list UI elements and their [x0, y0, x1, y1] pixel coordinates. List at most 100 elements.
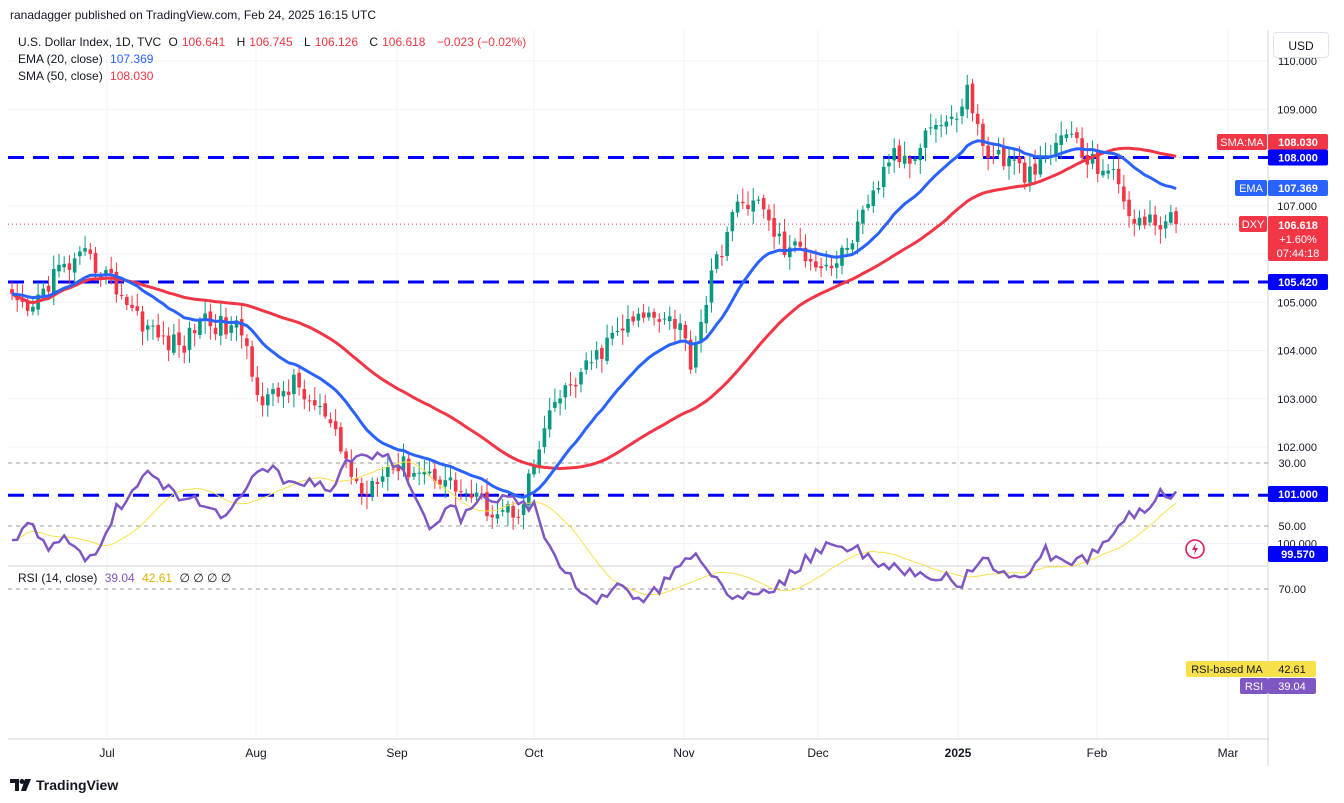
- ema-legend[interactable]: EMA (20, close) 107.369: [18, 52, 157, 66]
- candle-body: [824, 264, 829, 267]
- candle-body: [725, 231, 729, 257]
- candle-body: [960, 106, 964, 117]
- sma-legend[interactable]: SMA (50, close) 108.030: [18, 69, 157, 83]
- candle-body: [62, 263, 66, 268]
- candle-body: [297, 372, 301, 388]
- candle-body: [918, 147, 923, 161]
- candle-body: [767, 209, 771, 221]
- candle-body: [396, 466, 401, 472]
- candle-body: [1054, 142, 1058, 158]
- candle-body: [908, 158, 912, 164]
- candle-body: [328, 419, 333, 424]
- lightning-icon[interactable]: [1185, 539, 1205, 559]
- sma-value: 108.030: [110, 69, 154, 83]
- candle-body: [433, 468, 437, 482]
- candle-body: [318, 406, 322, 408]
- candle-body: [10, 289, 14, 294]
- candle-body: [1069, 133, 1074, 135]
- candle-body: [114, 271, 119, 295]
- candle-body: [1122, 186, 1126, 202]
- rsi-legend[interactable]: RSI (14, close) 39.04 42.61 ∅ ∅ ∅ ∅: [18, 571, 235, 585]
- low-price-tag: 99.570: [1281, 549, 1315, 561]
- rsi-ma-tag-label: RSI-based MA: [1191, 664, 1263, 676]
- time-axis: Jul Aug Sep Oct Nov Dec 2025 Feb Mar: [99, 746, 1238, 760]
- candle-body: [1106, 170, 1110, 174]
- ohlc-high: H 106.745: [236, 35, 293, 49]
- gridlines: [8, 30, 1268, 739]
- symbol-name[interactable]: U.S. Dollar Index, 1D, TVC: [18, 35, 162, 49]
- candle-body: [312, 400, 317, 406]
- ohlc-close: C 106.618: [369, 35, 426, 49]
- candle-body: [192, 330, 197, 334]
- time-tick-label: Jul: [99, 746, 114, 760]
- candle-body: [939, 125, 943, 127]
- candle-body: [579, 372, 583, 385]
- candle-body: [286, 391, 291, 395]
- level-108-tag-bg: [1268, 149, 1328, 166]
- ema-value: 107.369: [110, 52, 154, 66]
- level-105-tag-bg: [1268, 274, 1328, 290]
- candle-body: [803, 247, 808, 262]
- symbol-legend: U.S. Dollar Index, 1D, TVC O 106.641 H 106…: [18, 35, 530, 49]
- candle-body: [104, 269, 108, 275]
- candle-body: [88, 249, 93, 254]
- candle-body: [156, 324, 160, 338]
- candle-body: [1022, 162, 1027, 183]
- candle-body: [600, 348, 604, 359]
- candle-body: [542, 428, 547, 448]
- candle-body: [704, 304, 709, 324]
- candle-body: [67, 263, 72, 270]
- candle-body: [714, 254, 719, 269]
- low-price-tag-bg: [1268, 546, 1328, 562]
- tradingview-brand[interactable]: TradingView: [10, 777, 118, 793]
- candle-body: [203, 313, 207, 320]
- candle-body: [594, 350, 599, 360]
- rsi-ma-tag-label-bg: [1186, 661, 1268, 677]
- candle-body: [1038, 158, 1043, 175]
- candle-body: [234, 320, 239, 328]
- candle-body: [276, 387, 281, 397]
- candle-body: [746, 204, 750, 210]
- rsi-tag-label: RSI: [1245, 681, 1263, 693]
- candle-body: [928, 127, 933, 129]
- candle-body: [1002, 147, 1006, 167]
- candle-body: [975, 113, 980, 125]
- rsi-ma-line: [11, 461, 1177, 596]
- candle-body: [370, 480, 374, 496]
- currency-button[interactable]: USD: [1273, 32, 1329, 58]
- candle-body: [615, 330, 620, 332]
- candle-body: [814, 261, 818, 268]
- level-101-tag: 101.000: [1278, 489, 1318, 501]
- candle-body: [219, 315, 223, 336]
- candle-body: [1090, 153, 1095, 164]
- candle-body: [78, 251, 82, 257]
- candle-body: [568, 384, 573, 386]
- candle-body: [652, 311, 656, 318]
- candle-body: [787, 247, 792, 258]
- candle-body: [683, 324, 688, 339]
- time-tick-label: Aug: [245, 746, 266, 760]
- candle-body: [495, 514, 500, 519]
- candle-body: [271, 389, 275, 395]
- candle-body: [1111, 169, 1116, 171]
- candle-body: [730, 212, 735, 232]
- candle-body: [923, 130, 928, 148]
- candle-body: [422, 471, 427, 475]
- candle-body: [709, 270, 714, 303]
- candle-body: [1137, 217, 1142, 226]
- candle-body: [140, 311, 145, 332]
- candle-body: [573, 384, 578, 387]
- candle-body: [307, 400, 312, 402]
- candle-body: [485, 492, 489, 517]
- candle-body: [51, 268, 56, 294]
- sma-tag-value: 108.030: [1278, 137, 1318, 149]
- rsi-line: [11, 451, 1178, 606]
- candle-body: [516, 516, 521, 518]
- candle-body: [135, 306, 140, 311]
- candle-body: [892, 148, 896, 161]
- sma-tag-value-bg: [1268, 134, 1328, 150]
- dxy-change: +1.60%: [1279, 234, 1317, 246]
- candle-body: [694, 342, 698, 368]
- rsi-ma-tag-value-bg: [1268, 661, 1316, 677]
